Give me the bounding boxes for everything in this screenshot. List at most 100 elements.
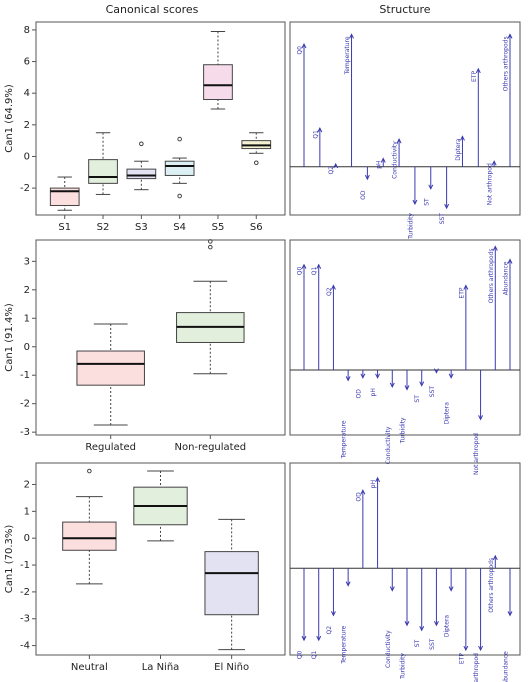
arrow-head — [396, 138, 402, 144]
variable-label: Turbidity — [407, 213, 414, 240]
arrow-head — [444, 203, 450, 210]
box — [164, 160, 195, 176]
variable-label: ST — [423, 198, 430, 206]
y-axis-label: Can1 (91.4%) — [4, 303, 15, 372]
variable-label: Diptera — [444, 615, 451, 638]
arrow-head — [507, 33, 513, 39]
variable-label: SST — [429, 638, 436, 650]
y-tick-label: 0 — [24, 151, 30, 162]
arrow-head — [419, 381, 425, 387]
variable-label: Q1 — [311, 651, 318, 660]
panel-frame — [289, 21, 521, 216]
column-title: Structure — [379, 3, 430, 16]
y-tick-label: 8 — [24, 25, 30, 36]
variable-label: Q0 — [297, 267, 304, 276]
column-title: Canonical scores — [106, 3, 199, 16]
y-tick-label: 6 — [24, 57, 30, 68]
arrow-head — [492, 245, 498, 251]
variable-label: Others arthropods — [503, 36, 510, 91]
y-axis-label: Can1 (64.9%) — [4, 84, 15, 153]
arrow-head — [492, 554, 498, 561]
box — [204, 551, 259, 616]
x-tick-label: El Niño — [214, 662, 249, 673]
variable-label: Q2 — [328, 166, 335, 175]
panel-frame — [35, 239, 286, 436]
variable-label: Q2 — [326, 287, 333, 296]
y-tick-label: -2 — [20, 183, 30, 194]
arrow-head — [330, 284, 336, 290]
outlier — [208, 239, 213, 244]
variable-label: Diptera — [455, 138, 462, 161]
variable-label: Not arthropod — [473, 653, 480, 682]
variable-label: OD — [355, 389, 362, 399]
y-tick-label: 0 — [24, 342, 30, 353]
arrow-head — [345, 376, 351, 382]
x-tick-label: S5 — [212, 222, 225, 233]
arrow-head — [360, 489, 366, 495]
variable-label: Q0 — [297, 651, 304, 660]
arrow-head — [380, 157, 386, 163]
arrow-head — [433, 621, 439, 627]
variable-label: Q2 — [326, 626, 333, 635]
variable-label: pH — [370, 480, 377, 488]
x-tick-label: S4 — [173, 222, 186, 233]
arrow-head — [478, 645, 484, 652]
y-axis-label: Can1 (70.3%) — [4, 525, 15, 594]
y-tick-label: -1 — [20, 370, 30, 381]
y-tick-label: 0 — [24, 533, 30, 544]
outlier — [208, 244, 213, 250]
variable-label: SST — [439, 213, 446, 225]
variable-label: Temperature — [344, 36, 351, 75]
y-tick-label: 1 — [24, 313, 30, 324]
y-tick-label: -3 — [20, 427, 30, 438]
y-tick-label: 2 — [24, 479, 30, 490]
arrow-head — [460, 135, 465, 141]
outlier — [177, 136, 182, 142]
arrow-head — [345, 581, 351, 587]
y-tick-label: -2 — [20, 587, 30, 598]
variable-label: ST — [414, 395, 421, 403]
x-tick-label: S1 — [58, 222, 71, 233]
variable-label: Temperature — [341, 625, 348, 664]
variable-label: pH — [376, 160, 383, 168]
variable-label: Abundance — [503, 651, 510, 682]
variable-label: ST — [414, 639, 421, 647]
panel-frame — [35, 21, 286, 216]
variable-label: Turbidity — [400, 653, 407, 680]
outlier — [177, 193, 182, 199]
arrow-head — [507, 258, 513, 264]
y-tick-label: 2 — [24, 285, 30, 296]
y-tick-label: 1 — [24, 506, 30, 517]
variable-label: Q1 — [312, 130, 319, 139]
variable-label: ETP — [458, 287, 465, 298]
arrow-head — [375, 476, 381, 483]
arrow-head — [301, 42, 307, 49]
box — [49, 187, 80, 207]
variable-label: Not arthropod — [473, 433, 480, 475]
arrow-head — [419, 626, 425, 632]
arrow-head — [491, 160, 497, 166]
arrow-head — [330, 611, 336, 617]
y-tick-label: -4 — [20, 641, 30, 652]
panel-frame — [289, 462, 521, 656]
box — [76, 350, 145, 386]
box — [88, 159, 118, 184]
arrow-head — [301, 635, 307, 642]
x-tick-label: Neutral — [71, 662, 108, 673]
variable-label: Others arthropods — [488, 249, 495, 304]
arrow-head — [428, 184, 434, 190]
arrow-head — [317, 127, 323, 133]
arrow-head — [463, 645, 469, 652]
arrow-head — [404, 621, 410, 627]
arrow-head — [475, 67, 481, 74]
variable-label: ETP — [458, 653, 465, 664]
variable-label: Abundance — [503, 261, 510, 295]
arrow-head — [349, 33, 354, 39]
variable-label: Diptera — [444, 402, 451, 425]
arrow-head — [448, 373, 454, 379]
y-tick-label: 3 — [24, 256, 30, 267]
variable-label: Conductivity — [385, 426, 392, 464]
y-tick-label: -1 — [20, 560, 30, 571]
panel-frame — [289, 239, 521, 436]
